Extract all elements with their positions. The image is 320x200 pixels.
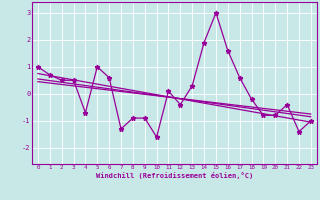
X-axis label: Windchill (Refroidissement éolien,°C): Windchill (Refroidissement éolien,°C) xyxy=(96,172,253,179)
